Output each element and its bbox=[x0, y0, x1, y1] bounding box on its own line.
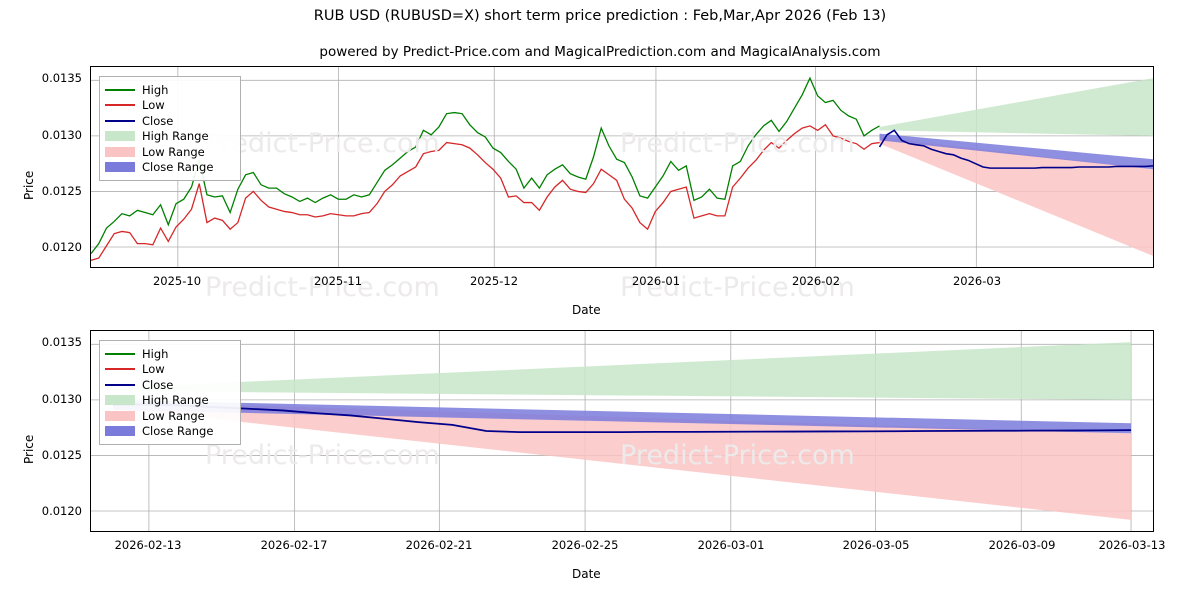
legend-label: High bbox=[142, 82, 169, 97]
legend-patch-swatch bbox=[105, 394, 135, 406]
legend-line-swatch bbox=[105, 99, 135, 111]
x-axis-tick: 2026-02-13 bbox=[114, 538, 182, 552]
legend-patch-swatch bbox=[105, 161, 135, 173]
legend-line-swatch bbox=[105, 348, 135, 360]
y-axis-tick: 0.0125 bbox=[41, 183, 82, 198]
watermark: Predict-Price.com bbox=[620, 440, 855, 471]
legend-line-swatch bbox=[105, 363, 135, 375]
legend-item: Low Range bbox=[105, 408, 233, 424]
legend-label: Close bbox=[142, 377, 174, 392]
legend-line-swatch bbox=[105, 84, 135, 96]
legend-swatch-mark bbox=[105, 104, 135, 107]
legend-item: Low bbox=[105, 362, 233, 378]
legend-line-swatch bbox=[105, 115, 135, 127]
x-axis-tick: 2025-10 bbox=[152, 274, 202, 288]
legend-label: Close Range bbox=[142, 160, 214, 175]
legend-item: High bbox=[105, 346, 233, 362]
legend-swatch-mark bbox=[105, 410, 135, 421]
legend-item: Close bbox=[105, 377, 233, 393]
legend-swatch-mark bbox=[105, 426, 135, 437]
legend-label: Close bbox=[142, 113, 174, 128]
bottom-x-axis-label: Date bbox=[572, 567, 601, 581]
legend-swatch-mark bbox=[105, 383, 135, 386]
x-axis-tick: 2026-02-21 bbox=[405, 538, 473, 552]
x-axis-tick: 2026-02 bbox=[791, 274, 841, 288]
legend-swatch-mark bbox=[105, 146, 135, 157]
x-axis-tick: 2026-02-17 bbox=[260, 538, 328, 552]
x-axis-tick: 2026-03-13 bbox=[1098, 538, 1166, 552]
y-axis-tick: 0.0135 bbox=[41, 335, 82, 350]
legend-line-swatch bbox=[105, 379, 135, 391]
legend-patch-swatch bbox=[105, 425, 135, 437]
bottom-chart-plot bbox=[91, 331, 1153, 531]
legend-swatch-mark bbox=[105, 88, 135, 91]
legend-item: Low Range bbox=[105, 144, 233, 160]
x-axis-tick: 2026-02-25 bbox=[551, 538, 619, 552]
watermark: Predict-Price.com bbox=[620, 128, 855, 159]
legend-item: High Range bbox=[105, 129, 233, 145]
legend-item: Close Range bbox=[105, 160, 233, 176]
page-title: RUB USD (RUBUSD=X) short term price pred… bbox=[313, 8, 887, 24]
legend-label: Low Range bbox=[142, 144, 205, 159]
legend-swatch-mark bbox=[105, 131, 135, 142]
watermark: Predict-Price.com bbox=[620, 272, 855, 303]
x-axis-tick: 2026-03-01 bbox=[697, 538, 765, 552]
y-axis-tick: 0.0120 bbox=[41, 503, 82, 518]
legend-label: Low bbox=[142, 362, 165, 377]
legend-swatch-mark bbox=[105, 119, 135, 122]
chart-legend: High Low Close High Range Low Range Close Ran… bbox=[99, 340, 241, 445]
x-axis-tick: 2025-12 bbox=[469, 274, 519, 288]
legend-label: High Range bbox=[142, 129, 209, 144]
y-axis-tick: 0.0135 bbox=[41, 71, 82, 86]
watermark: Predict-Price.com bbox=[205, 440, 440, 471]
y-axis-tick: 0.0125 bbox=[41, 447, 82, 462]
legend-swatch-mark bbox=[105, 352, 135, 355]
legend-item: Close bbox=[105, 113, 233, 129]
y-axis-tick: 0.0130 bbox=[41, 391, 82, 406]
legend-patch-swatch bbox=[105, 146, 135, 158]
watermark: Predict-Price.com bbox=[205, 128, 440, 159]
legend-item: Low bbox=[105, 98, 233, 114]
legend-swatch-mark bbox=[105, 368, 135, 371]
chart-legend: High Low Close High Range Low Range Close Ran… bbox=[99, 76, 241, 181]
legend-label: Low Range bbox=[142, 408, 205, 423]
x-axis-tick: 2026-03 bbox=[952, 274, 1002, 288]
legend-item: High bbox=[105, 82, 233, 98]
watermark: Predict-Price.com bbox=[205, 272, 440, 303]
legend-label: Close Range bbox=[142, 424, 214, 439]
x-axis-tick: 2026-01 bbox=[631, 274, 681, 288]
legend-label: Low bbox=[142, 98, 165, 113]
bottom-chart-panel bbox=[90, 330, 1154, 532]
legend-item: High Range bbox=[105, 393, 233, 409]
legend-swatch-mark bbox=[105, 162, 135, 173]
legend-swatch-mark bbox=[105, 395, 135, 406]
y-axis-tick: 0.0120 bbox=[41, 239, 82, 254]
x-axis-tick: 2025-11 bbox=[313, 274, 363, 288]
legend-patch-swatch bbox=[105, 410, 135, 422]
legend-patch-swatch bbox=[105, 130, 135, 142]
top-chart-plot bbox=[91, 67, 1153, 267]
legend-item: Close Range bbox=[105, 424, 233, 440]
legend-label: High Range bbox=[142, 393, 209, 408]
legend-label: High bbox=[142, 346, 169, 361]
y-axis-tick: 0.0130 bbox=[41, 127, 82, 142]
top-x-axis-label: Date bbox=[572, 303, 601, 317]
x-axis-tick: 2026-03-05 bbox=[842, 538, 910, 552]
top-chart-panel bbox=[90, 66, 1154, 268]
page-subtitle: powered by Predict-Price.com and Magical… bbox=[319, 44, 881, 60]
x-axis-tick: 2026-03-09 bbox=[988, 538, 1056, 552]
